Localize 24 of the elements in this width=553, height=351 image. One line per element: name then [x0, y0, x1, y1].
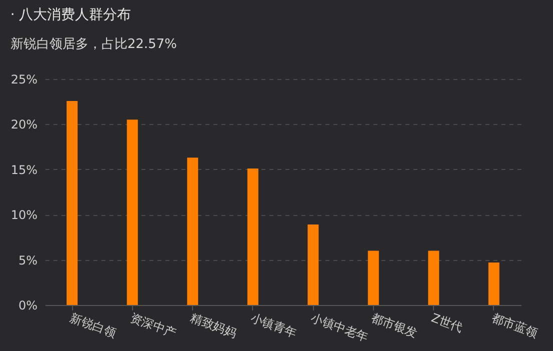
y-tick-label: 0% — [18, 298, 38, 312]
bar — [247, 168, 258, 305]
y-tick-label: 15% — [10, 162, 38, 177]
bar — [308, 224, 319, 305]
x-tick-label: 小镇中老年 — [309, 310, 370, 344]
x-tick-label: 都市蓝领 — [490, 310, 540, 340]
y-tick-label: 10% — [10, 208, 38, 222]
x-tick-label: 新锐白领 — [68, 310, 118, 340]
bar — [126, 120, 138, 305]
y-tick-label: 25% — [10, 72, 38, 86]
y-tick-label: 20% — [10, 118, 38, 132]
bar — [428, 250, 440, 305]
bar — [488, 262, 500, 305]
chart-subtitle: 新锐白领居多，占比22.57% — [10, 37, 177, 52]
x-tick-label: Z世代 — [430, 310, 465, 335]
x-tick-label: 精致妈妈 — [188, 310, 238, 340]
bar — [66, 100, 78, 305]
x-tick-label: 资深中产 — [128, 310, 178, 340]
chart-title: · 八大消费人群分布 — [10, 7, 132, 23]
bar — [187, 158, 198, 305]
y-tick-label: 5% — [18, 253, 38, 268]
bar — [368, 250, 379, 305]
x-tick-label: 小镇青年 — [248, 310, 299, 340]
x-tick-label: 都市银发 — [369, 310, 420, 340]
